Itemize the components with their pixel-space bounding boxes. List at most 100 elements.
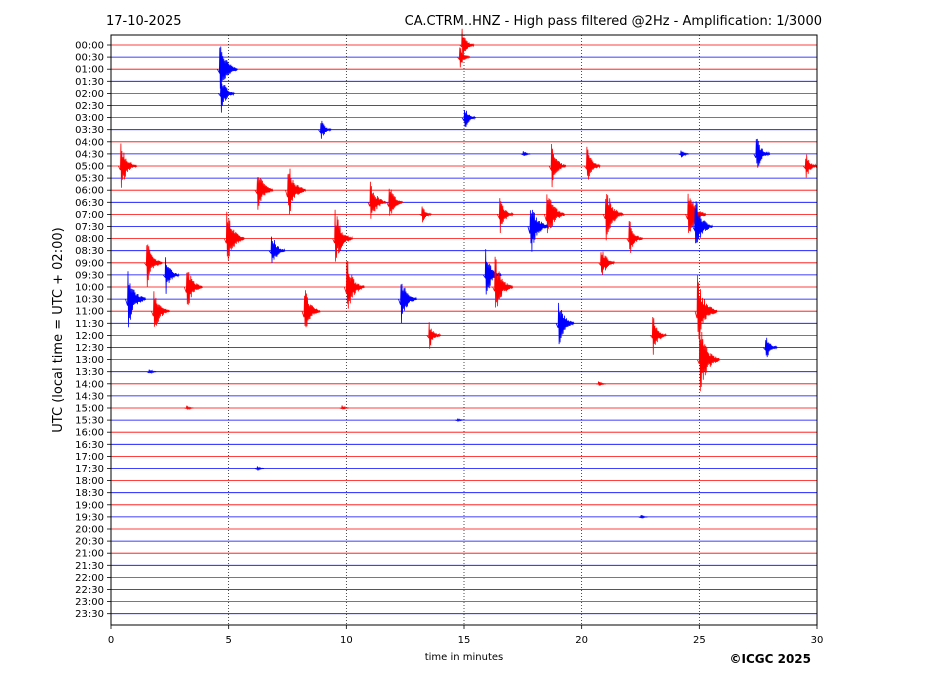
row-label: 00:30 bbox=[75, 53, 104, 64]
row-label: 19:00 bbox=[75, 500, 104, 511]
row-label: 21:30 bbox=[75, 561, 104, 572]
event-burst bbox=[696, 322, 720, 392]
event-burst bbox=[268, 236, 286, 263]
event-burst bbox=[254, 466, 265, 471]
event-burst bbox=[496, 198, 514, 234]
event-burst bbox=[555, 302, 575, 345]
x-tick-label: 5 bbox=[225, 635, 231, 646]
row-label: 21:00 bbox=[75, 549, 104, 560]
row-label: 03:30 bbox=[75, 125, 104, 136]
event-burst bbox=[762, 337, 778, 358]
x-tick-label: 0 bbox=[108, 635, 114, 646]
row-label: 17:30 bbox=[75, 464, 104, 475]
event-burst bbox=[143, 244, 163, 288]
row-label: 13:30 bbox=[75, 367, 104, 378]
row-label-layer: 00:0000:3001:0001:3002:0002:3003:0003:30… bbox=[75, 41, 111, 620]
event-burst bbox=[520, 151, 531, 156]
row-label: 08:30 bbox=[75, 246, 104, 257]
event-burst bbox=[753, 138, 771, 168]
row-label: 18:00 bbox=[75, 476, 104, 487]
row-label: 02:30 bbox=[75, 101, 104, 112]
event-burst bbox=[454, 417, 464, 423]
event-burst bbox=[602, 193, 624, 241]
x-tick-label: 20 bbox=[575, 635, 588, 646]
row-label: 11:30 bbox=[75, 319, 104, 330]
event-burst bbox=[118, 143, 137, 188]
event-burst bbox=[456, 47, 471, 68]
event-burst bbox=[638, 515, 648, 519]
event-layer bbox=[118, 28, 818, 519]
event-burst bbox=[802, 154, 818, 178]
row-label: 17:00 bbox=[75, 452, 104, 463]
event-burst bbox=[426, 322, 442, 349]
event-burst bbox=[125, 271, 146, 328]
row-label: 05:30 bbox=[75, 174, 104, 185]
event-burst bbox=[343, 260, 365, 309]
y-axis-label: UTC (local time = UTC + 02:00) bbox=[51, 227, 66, 432]
event-burst bbox=[419, 206, 432, 223]
x-tick-label: 10 bbox=[340, 635, 353, 646]
event-burst bbox=[527, 209, 549, 252]
row-label: 00:00 bbox=[75, 41, 104, 52]
row-label: 16:30 bbox=[75, 440, 104, 451]
row-label: 20:00 bbox=[75, 525, 104, 536]
row-label: 04:30 bbox=[75, 149, 104, 160]
row-label: 20:30 bbox=[75, 537, 104, 548]
row-label: 07:00 bbox=[75, 210, 104, 221]
row-label: 07:30 bbox=[75, 222, 104, 233]
row-label: 14:00 bbox=[75, 379, 104, 390]
event-burst bbox=[398, 283, 417, 324]
row-label: 11:00 bbox=[75, 307, 104, 318]
event-burst bbox=[492, 256, 513, 308]
row-label: 09:30 bbox=[75, 270, 104, 281]
event-burst bbox=[301, 290, 321, 328]
event-burst bbox=[649, 316, 667, 355]
chart-date: 17-10-2025 bbox=[106, 14, 182, 29]
row-label: 13:00 bbox=[75, 355, 104, 366]
row-label: 12:00 bbox=[75, 331, 104, 342]
row-label: 10:00 bbox=[75, 283, 104, 294]
row-label: 01:30 bbox=[75, 77, 104, 88]
x-tick-label: 25 bbox=[693, 635, 706, 646]
row-label: 12:30 bbox=[75, 343, 104, 354]
row-label: 08:00 bbox=[75, 234, 104, 245]
event-burst bbox=[584, 146, 601, 180]
event-burst bbox=[367, 181, 387, 219]
event-burst bbox=[146, 369, 157, 375]
row-label: 03:00 bbox=[75, 113, 104, 124]
event-burst bbox=[162, 257, 180, 294]
row-label: 06:30 bbox=[75, 198, 104, 209]
event-burst bbox=[339, 405, 350, 410]
event-burst bbox=[596, 381, 606, 386]
event-burst bbox=[678, 150, 690, 158]
row-label: 10:30 bbox=[75, 295, 104, 306]
row-label: 01:00 bbox=[75, 65, 104, 76]
row-label: 04:00 bbox=[75, 137, 104, 148]
event-burst bbox=[692, 201, 713, 244]
event-burst bbox=[184, 405, 194, 410]
event-burst bbox=[386, 188, 404, 216]
event-burst bbox=[332, 209, 353, 262]
event-burst bbox=[183, 272, 203, 305]
event-burst bbox=[285, 168, 306, 215]
event-burst bbox=[548, 143, 567, 188]
event-burst bbox=[318, 120, 332, 139]
event-burst bbox=[544, 194, 565, 234]
row-label: 22:30 bbox=[75, 585, 104, 596]
event-burst bbox=[459, 28, 475, 55]
row-label: 16:00 bbox=[75, 428, 104, 439]
row-label: 23:30 bbox=[75, 609, 104, 620]
row-label: 23:00 bbox=[75, 597, 104, 608]
row-label: 09:00 bbox=[75, 258, 104, 269]
row-label: 19:30 bbox=[75, 512, 104, 523]
event-burst bbox=[598, 251, 615, 275]
event-burst bbox=[216, 46, 238, 94]
event-burst bbox=[626, 220, 644, 254]
row-label: 05:00 bbox=[75, 162, 104, 173]
row-label: 06:00 bbox=[75, 186, 104, 197]
event-burst bbox=[218, 82, 235, 113]
x-tick-label: 30 bbox=[811, 635, 824, 646]
row-label: 18:30 bbox=[75, 488, 104, 499]
event-burst bbox=[223, 211, 245, 261]
